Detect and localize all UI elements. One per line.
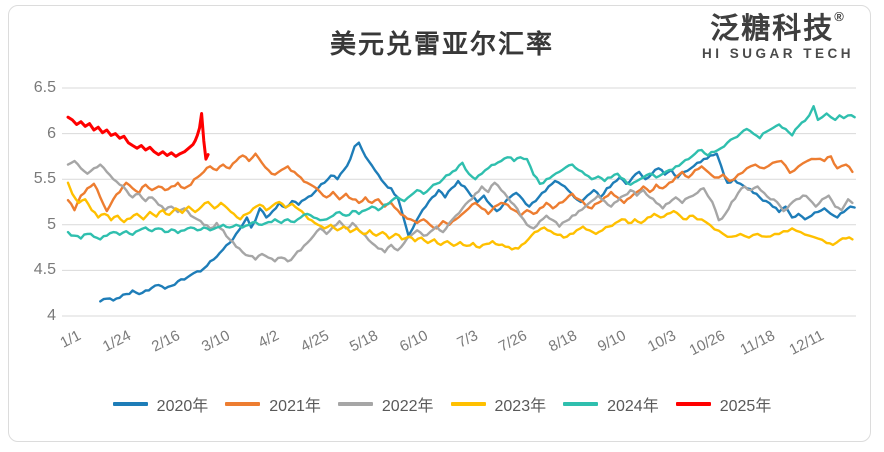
series-line-2020年 (99, 141, 856, 303)
series-line-2023年 (66, 181, 854, 251)
y-tick-label: 6.5 (33, 79, 56, 96)
series-line-2022年 (66, 159, 854, 263)
legend-label: 2022年 (381, 398, 434, 415)
legend-swatch (337, 402, 373, 406)
chart-title: 美元兑雷亚尔汇率 (329, 30, 554, 60)
legend-label: 2025年 (719, 398, 772, 415)
legend-label: 2021年 (269, 398, 321, 415)
legend-item-2025年: 2025年 (675, 392, 772, 416)
y-tick-label: 4 (47, 307, 56, 324)
y-tick-label: 5 (47, 215, 56, 233)
logo-cn-text: 泛糖科技® (710, 9, 846, 45)
legend-item-2023年: 2023年 (450, 392, 547, 416)
legend-swatch (225, 402, 261, 406)
y-tick-label: 5.5 (33, 170, 56, 188)
legend-label: 2020年 (156, 398, 209, 415)
series-line-2021年 (66, 152, 854, 230)
logo-en-text: HI SUGAR TECH (701, 46, 854, 62)
legend-swatch (563, 402, 599, 406)
legend-swatch (675, 402, 711, 406)
registered-trademark-icon: ® (834, 9, 846, 24)
legend-swatch (450, 402, 486, 406)
legend-label: 2024年 (607, 398, 659, 415)
legend-item-2024年: 2024年 (563, 392, 659, 416)
legend-item-2020年: 2020年 (112, 392, 209, 416)
chart-legend: 2020年 2021年 2022年 2023年 2024年 2025年 (0, 392, 884, 416)
series-line-2025年 (66, 112, 210, 161)
legend-item-2021年: 2021年 (225, 392, 321, 416)
y-tick-label: 6 (47, 124, 56, 142)
legend-swatch (112, 402, 148, 406)
y-tick-label: 4.5 (33, 261, 56, 279)
legend-item-2022年: 2022年 (337, 392, 434, 416)
series-line-2024年 (66, 104, 856, 241)
company-logo: 泛糖科技® HI SUGAR TECH (701, 9, 854, 62)
legend-label: 2023年 (494, 398, 547, 415)
